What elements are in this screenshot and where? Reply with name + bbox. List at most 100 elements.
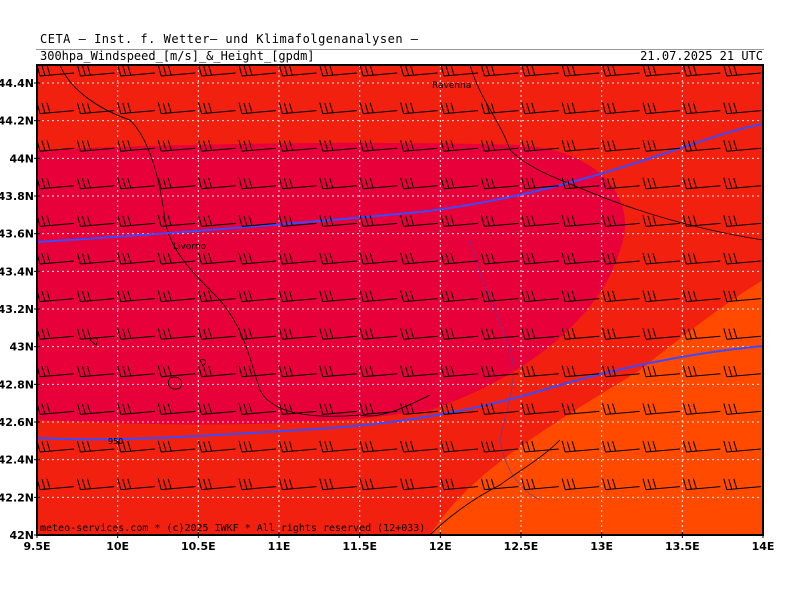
wind-barb xyxy=(117,365,155,378)
wind-barb xyxy=(561,102,600,115)
wind-barb xyxy=(400,177,438,190)
wind-barb xyxy=(400,403,438,415)
lat-tick-label: 42.8N xyxy=(0,378,34,391)
wind-barb xyxy=(76,140,115,152)
wind-barb xyxy=(682,65,721,77)
wind-barb xyxy=(642,440,681,453)
wind-barb xyxy=(642,65,681,77)
wind-barb xyxy=(359,65,398,77)
wind-barb xyxy=(359,177,398,190)
wind-barb xyxy=(400,252,438,265)
wind-barb xyxy=(400,140,438,152)
wind-barb xyxy=(198,102,236,115)
wind-barb xyxy=(238,440,277,453)
wind-barb xyxy=(157,102,196,115)
wind-barb xyxy=(682,252,721,265)
lat-lon-grid xyxy=(37,65,763,535)
wind-barb xyxy=(682,102,721,115)
wind-barb xyxy=(278,215,317,227)
lat-tick-label: 42.4N xyxy=(0,454,34,467)
wind-barb xyxy=(642,177,681,190)
wind-barb xyxy=(602,440,640,453)
wind-barb xyxy=(682,440,721,453)
wind-barb xyxy=(480,177,519,190)
wind-barb xyxy=(117,140,155,152)
wind-barb xyxy=(157,403,196,415)
lat-tick-label: 44N xyxy=(9,152,34,165)
wind-barb xyxy=(723,440,761,453)
wind-barb xyxy=(602,65,640,77)
wind-barb xyxy=(521,102,559,115)
wind-barb xyxy=(238,140,277,152)
wind-barb xyxy=(278,140,317,152)
wind-barb xyxy=(682,403,721,415)
wind-barb xyxy=(480,403,519,415)
wind-barb xyxy=(400,290,438,303)
wind-barb xyxy=(37,140,75,152)
wind-barb xyxy=(682,177,721,190)
wind-barb xyxy=(157,478,196,491)
wind-barb xyxy=(198,403,236,415)
wind-barb xyxy=(198,478,236,491)
wind-barb xyxy=(440,215,479,227)
wind-barb xyxy=(480,478,519,491)
lat-tick-label: 43.4N xyxy=(0,265,34,278)
wind-barb xyxy=(37,365,75,378)
wind-barb xyxy=(157,65,196,77)
wind-barb xyxy=(723,328,761,340)
wind-field-core xyxy=(37,142,626,425)
wind-barb xyxy=(238,328,277,340)
region-borders xyxy=(469,239,541,501)
wind-barb xyxy=(602,328,640,340)
wind-barb xyxy=(440,177,479,190)
wind-barb xyxy=(319,252,357,265)
wind-barb xyxy=(521,215,559,227)
wind-barb xyxy=(723,290,761,303)
wind-barb xyxy=(440,252,479,265)
wind-barb xyxy=(440,328,479,340)
lat-tick-label: 43.6N xyxy=(0,228,34,241)
wind-barb xyxy=(319,215,357,227)
wind-barb xyxy=(602,290,640,303)
wind-barb xyxy=(602,403,640,415)
place-label-livorno: Livorno xyxy=(173,242,207,252)
height-contour-lower xyxy=(37,345,763,441)
wind-barb xyxy=(238,65,277,77)
wind-barb xyxy=(602,177,640,190)
wind-barb xyxy=(76,290,115,303)
wind-barb xyxy=(117,440,155,453)
wind-barb xyxy=(602,140,640,152)
wind-barb xyxy=(521,365,559,378)
wind-barb xyxy=(602,252,640,265)
wind-barb xyxy=(238,177,277,190)
wind-barb xyxy=(642,252,681,265)
wind-barb xyxy=(37,478,75,491)
wind-barb xyxy=(157,177,196,190)
wind-barb xyxy=(521,177,559,190)
wind-barb xyxy=(682,365,721,378)
wind-barb xyxy=(682,290,721,303)
wind-field-low xyxy=(430,280,763,535)
longitude-axis: 9.5E 10E 10.5E 11E 11.5E 12E 12.5E 13E 13.5E 14E xyxy=(23,532,774,553)
contour-label: 950 xyxy=(108,437,123,446)
wind-barb xyxy=(117,252,155,265)
wind-barb xyxy=(642,403,681,415)
wind-barb xyxy=(480,365,519,378)
wind-barb xyxy=(117,403,155,415)
wind-barb xyxy=(561,252,600,265)
wind-barb xyxy=(723,215,761,227)
wind-barb xyxy=(278,177,317,190)
wind-barb xyxy=(37,65,75,77)
wind-barb xyxy=(440,478,479,491)
wind-barb xyxy=(278,365,317,378)
wind-barb xyxy=(480,102,519,115)
valid-time: 21.07.2025 21 UTC xyxy=(640,49,763,63)
wind-barb xyxy=(198,140,236,152)
latitude-axis: 44.4N 44.2N 44N 43.8N 43.6N 43.4N 43.2N 43N 42.8… xyxy=(0,77,40,542)
wind-barb xyxy=(480,328,519,340)
wind-barb xyxy=(602,365,640,378)
lon-tick-label: 10.5E xyxy=(181,540,216,553)
wind-barb xyxy=(198,252,236,265)
wind-barb xyxy=(359,328,398,340)
